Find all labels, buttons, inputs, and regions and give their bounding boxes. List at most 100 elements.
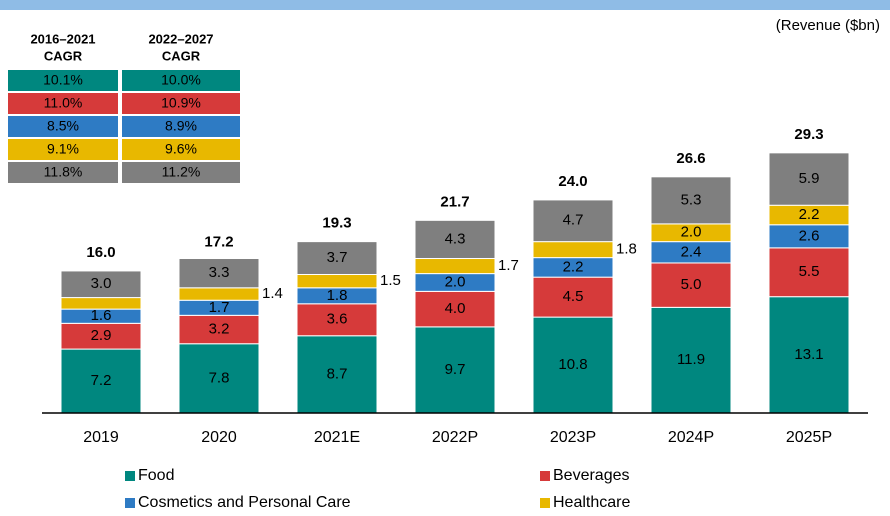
data-label: 1.7 — [498, 257, 519, 274]
data-label: 3.3 — [209, 264, 230, 281]
bar-segment — [414, 258, 496, 275]
total-label: 16.0 — [86, 244, 115, 261]
table-cell-text: 11.2% — [162, 164, 201, 180]
bar-segment — [178, 314, 260, 345]
table-cell — [122, 93, 240, 114]
legend-swatch — [540, 471, 550, 481]
table-cell — [122, 116, 240, 137]
data-label: 7.2 — [91, 372, 112, 389]
data-label: 1.7 — [209, 299, 230, 316]
bar-segment — [650, 306, 732, 414]
data-label: 13.1 — [794, 346, 823, 363]
data-label: 9.7 — [445, 361, 466, 378]
total-label: 21.7 — [440, 193, 469, 210]
x-tick-label: 2024P — [668, 429, 714, 446]
bar-segment — [650, 262, 732, 308]
data-label: 3.0 — [91, 275, 112, 292]
table-cell — [122, 70, 240, 91]
bar-segment — [60, 348, 142, 414]
data-label: 5.0 — [681, 276, 702, 293]
bar-segment — [296, 303, 378, 337]
data-label: 2.0 — [681, 224, 702, 241]
table-cell — [8, 93, 118, 114]
table-cell-text: 10.0% — [161, 72, 201, 88]
data-label: 11.9 — [677, 351, 705, 368]
table-cell-text: 11.0% — [44, 95, 83, 111]
data-label: 7.8 — [209, 369, 230, 386]
data-label: 2.9 — [91, 327, 112, 344]
legend-label: Cosmetics and Personal Care — [138, 494, 351, 511]
data-label: 1.8 — [327, 287, 348, 304]
total-label: 26.6 — [676, 150, 705, 167]
data-label: 4.3 — [445, 230, 466, 247]
legend-label: Food — [138, 467, 174, 484]
bar-segment — [296, 335, 378, 414]
bar-segment — [414, 219, 496, 260]
legend-label: Healthcare — [553, 494, 630, 511]
x-tick-label: 2021E — [314, 429, 360, 446]
bar-segment — [650, 176, 732, 225]
data-label: 2.2 — [563, 258, 584, 275]
total-label: 17.2 — [204, 233, 233, 250]
table-header: 2016–2021 — [30, 31, 95, 46]
data-label: 4.0 — [445, 300, 466, 317]
unit-label: (Revenue ($bn) — [776, 17, 880, 34]
bar-segment — [414, 326, 496, 414]
bar-segment — [60, 322, 142, 350]
top-banner — [0, 0, 890, 10]
table-cell — [8, 139, 118, 160]
table-cell — [8, 162, 118, 183]
x-tick-label: 2025P — [786, 429, 832, 446]
table-cell-text: 10.1% — [43, 72, 83, 88]
data-label: 4.5 — [563, 288, 584, 305]
data-label: 1.6 — [91, 307, 112, 324]
table-header: CAGR — [44, 48, 83, 63]
table-header: CAGR — [162, 48, 201, 63]
table-cell-text: 11.8% — [44, 164, 83, 180]
x-tick-label: 2022P — [432, 429, 478, 446]
table-cell-text: 8.9% — [165, 118, 197, 134]
table-cell — [8, 70, 118, 91]
table-cell-text: 10.9% — [161, 95, 201, 111]
data-label: 1.8 — [616, 241, 637, 258]
bar-segment — [178, 287, 260, 301]
data-label: 1.4 — [262, 285, 283, 302]
bar-segment — [768, 152, 850, 206]
data-label: 5.9 — [799, 170, 820, 187]
data-label: 4.7 — [563, 212, 584, 229]
data-label: 10.8 — [558, 356, 587, 373]
x-tick-label: 2020 — [201, 429, 237, 446]
bar-segment — [178, 258, 260, 289]
bar-segment — [532, 241, 614, 259]
data-label: 3.2 — [209, 321, 230, 338]
x-tick-label: 2019 — [83, 429, 119, 446]
legend-swatch — [125, 498, 135, 508]
legend-swatch — [540, 498, 550, 508]
bar-segment — [768, 247, 850, 298]
data-label: 5.5 — [799, 263, 820, 280]
data-label: 3.6 — [327, 311, 348, 328]
table-cell-text: 8.5% — [47, 118, 79, 134]
total-label: 29.3 — [794, 126, 823, 143]
bar-segment — [296, 241, 378, 275]
legend-swatch — [125, 471, 135, 481]
data-label: 3.7 — [327, 249, 348, 266]
total-label: 19.3 — [322, 215, 351, 232]
legend-label: Beverages — [553, 467, 630, 484]
bar-segment — [60, 297, 142, 310]
table-cell-text: 9.1% — [47, 141, 79, 157]
table-cell — [122, 162, 240, 183]
data-label: 2.4 — [681, 243, 702, 260]
data-label: 2.6 — [799, 227, 820, 244]
data-label: 2.2 — [799, 206, 820, 223]
data-label: 1.5 — [380, 272, 401, 289]
bar-segment — [296, 273, 378, 289]
bar-segment — [60, 270, 142, 299]
bar-segment — [532, 276, 614, 318]
bar-segment — [532, 199, 614, 243]
x-tick-label: 2023P — [550, 429, 596, 446]
table-header: 2022–2027 — [148, 31, 213, 46]
total-label: 24.0 — [558, 173, 587, 190]
table-cell-text: 9.6% — [165, 141, 197, 157]
